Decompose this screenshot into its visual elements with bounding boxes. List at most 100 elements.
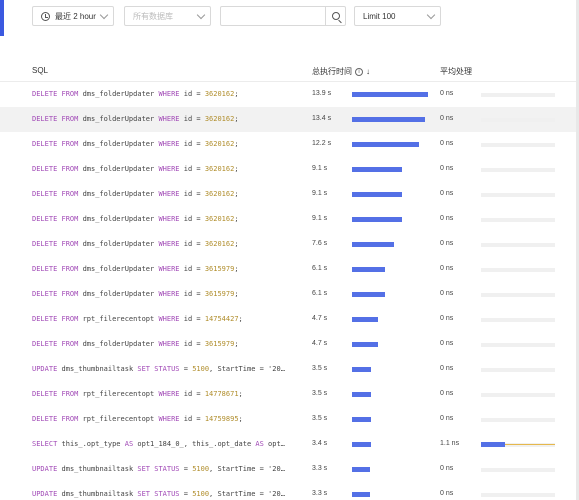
sql-keyword: DELETE FROM bbox=[32, 290, 79, 298]
sql-fragment: id = bbox=[179, 315, 205, 323]
total-time-value: 4.7 s bbox=[312, 340, 328, 347]
total-time-bar bbox=[352, 142, 419, 147]
sql-fragment: opt1_184_0_, this_.opt_date bbox=[133, 440, 256, 448]
sql-text[interactable]: DELETE FROM dms_folderUpdater WHERE id =… bbox=[32, 115, 304, 123]
table-row[interactable]: DELETE FROM dms_folderUpdater WHERE id =… bbox=[0, 257, 576, 282]
sql-text[interactable]: DELETE FROM dms_folderUpdater WHERE id =… bbox=[32, 240, 304, 248]
sql-keyword: WHERE bbox=[158, 115, 180, 123]
sql-text[interactable]: UPDATE dms_thumbnailtask SET STATUS = 51… bbox=[32, 490, 304, 498]
table-row[interactable]: DELETE FROM rpt_filerecentopt WHERE id =… bbox=[0, 407, 576, 432]
sql-text[interactable]: DELETE FROM dms_folderUpdater WHERE id =… bbox=[32, 340, 304, 348]
search-button[interactable] bbox=[325, 7, 345, 25]
sql-number: 5100 bbox=[192, 490, 210, 498]
column-header-total-time[interactable]: 总执行时间 i ↓ bbox=[312, 66, 370, 77]
total-time-bar bbox=[352, 317, 378, 322]
sql-text[interactable]: DELETE FROM rpt_filerecentopt WHERE id =… bbox=[32, 390, 304, 398]
time-range-select[interactable]: 最近 2 hour bbox=[32, 6, 114, 26]
sql-fragment: dms_folderUpdater bbox=[78, 265, 159, 273]
sql-keyword: WHERE bbox=[158, 265, 180, 273]
sql-fragment: = bbox=[179, 490, 193, 498]
sql-fragment: , StartTime = '20… bbox=[209, 465, 285, 473]
sql-keyword: WHERE bbox=[158, 315, 180, 323]
sql-number: 3620162 bbox=[204, 90, 235, 98]
sql-text[interactable]: DELETE FROM dms_folderUpdater WHERE id =… bbox=[32, 290, 304, 298]
sql-text[interactable]: DELETE FROM dms_folderUpdater WHERE id =… bbox=[32, 190, 304, 198]
database-select[interactable]: 所有数据库 bbox=[124, 6, 211, 26]
sql-keyword: DELETE FROM bbox=[32, 215, 79, 223]
sql-text[interactable]: DELETE FROM rpt_filerecentopt WHERE id =… bbox=[32, 315, 304, 323]
sql-keyword: WHERE bbox=[158, 140, 180, 148]
avg-process-value: 0 ns bbox=[440, 240, 454, 247]
sql-fragment: ; bbox=[234, 90, 239, 98]
search-input[interactable] bbox=[221, 7, 325, 25]
total-time-bar bbox=[352, 92, 428, 97]
sql-text[interactable]: DELETE FROM dms_folderUpdater WHERE id =… bbox=[32, 90, 304, 98]
table-row[interactable]: DELETE FROM dms_folderUpdater WHERE id =… bbox=[0, 182, 576, 207]
avg-process-range-line bbox=[505, 444, 555, 445]
sort-down-arrow-icon[interactable]: ↓ bbox=[366, 67, 370, 76]
sql-text[interactable]: DELETE FROM dms_folderUpdater WHERE id =… bbox=[32, 140, 304, 148]
sql-text[interactable]: SELECT this_.opt_type AS opt1_184_0_, th… bbox=[32, 440, 304, 448]
total-time-value: 13.9 s bbox=[312, 90, 332, 97]
sql-text[interactable]: DELETE FROM rpt_filerecentopt WHERE id =… bbox=[32, 415, 304, 423]
limit-label: Limit 100 bbox=[363, 11, 396, 21]
avg-process-value: 0 ns bbox=[440, 140, 454, 147]
sql-fragment: rpt_filerecentopt bbox=[78, 315, 159, 323]
table-row[interactable]: DELETE FROM rpt_filerecentopt WHERE id =… bbox=[0, 307, 576, 332]
sql-text[interactable]: DELETE FROM dms_folderUpdater WHERE id =… bbox=[32, 165, 304, 173]
sql-number: 3615979 bbox=[204, 265, 235, 273]
sql-number: 5100 bbox=[192, 465, 210, 473]
table-row[interactable]: DELETE FROM dms_folderUpdater WHERE id =… bbox=[0, 107, 576, 132]
sql-fragment: , StartTime = '20… bbox=[209, 490, 285, 498]
info-icon[interactable]: i bbox=[355, 67, 363, 76]
sql-keyword: WHERE bbox=[158, 215, 180, 223]
table-row[interactable]: UPDATE dms_thumbnailtask SET STATUS = 51… bbox=[0, 482, 576, 500]
sql-fragment: dms_folderUpdater bbox=[78, 340, 159, 348]
total-time-value: 9.1 s bbox=[312, 215, 328, 222]
sql-fragment: id = bbox=[179, 290, 205, 298]
table-row[interactable]: DELETE FROM dms_folderUpdater WHERE id =… bbox=[0, 82, 576, 107]
sql-number: 3620162 bbox=[204, 140, 235, 148]
sql-fragment: id = bbox=[179, 90, 205, 98]
limit-select[interactable]: Limit 100 bbox=[354, 6, 441, 26]
total-time-value: 3.3 s bbox=[312, 465, 328, 472]
sql-keyword: WHERE bbox=[158, 190, 180, 198]
search-field[interactable] bbox=[220, 6, 346, 26]
avg-process-value: 0 ns bbox=[440, 290, 454, 297]
sql-keyword: WHERE bbox=[158, 165, 180, 173]
avg-process-track bbox=[481, 93, 555, 97]
table-row[interactable]: UPDATE dms_thumbnailtask SET STATUS = 51… bbox=[0, 357, 576, 382]
sql-fragment: , StartTime = '20… bbox=[209, 365, 285, 373]
sql-keyword: SET STATUS bbox=[137, 365, 180, 373]
table-row[interactable]: DELETE FROM rpt_filerecentopt WHERE id =… bbox=[0, 382, 576, 407]
table-row[interactable]: DELETE FROM dms_folderUpdater WHERE id =… bbox=[0, 157, 576, 182]
sql-keyword: UPDATE bbox=[32, 490, 58, 498]
avg-process-value: 0 ns bbox=[440, 390, 454, 397]
avg-process-value: 0 ns bbox=[440, 215, 454, 222]
table-row[interactable]: SELECT this_.opt_type AS opt1_184_0_, th… bbox=[0, 432, 576, 457]
sql-text[interactable]: UPDATE dms_thumbnailtask SET STATUS = 51… bbox=[32, 365, 304, 373]
sql-fragment: this_.opt_type bbox=[57, 440, 125, 448]
sql-fragment: id = bbox=[179, 140, 205, 148]
total-time-value: 6.1 s bbox=[312, 290, 328, 297]
table-row[interactable]: DELETE FROM dms_folderUpdater WHERE id =… bbox=[0, 282, 576, 307]
table-row[interactable]: DELETE FROM dms_folderUpdater WHERE id =… bbox=[0, 232, 576, 257]
total-time-bar bbox=[352, 367, 371, 372]
sql-fragment: id = bbox=[179, 165, 205, 173]
scrollbar-track[interactable] bbox=[576, 0, 579, 500]
sql-keyword: DELETE FROM bbox=[32, 165, 79, 173]
total-time-value: 3.3 s bbox=[312, 490, 328, 497]
sql-fragment: ; bbox=[234, 240, 239, 248]
total-time-bar bbox=[352, 267, 385, 272]
database-placeholder: 所有数据库 bbox=[133, 11, 173, 21]
table-row[interactable]: UPDATE dms_thumbnailtask SET STATUS = 51… bbox=[0, 457, 576, 482]
table-row[interactable]: DELETE FROM dms_folderUpdater WHERE id =… bbox=[0, 132, 576, 157]
column-header-avg-process[interactable]: 平均处理 bbox=[440, 67, 472, 76]
sql-fragment: ; bbox=[234, 140, 239, 148]
table-row[interactable]: DELETE FROM dms_folderUpdater WHERE id =… bbox=[0, 332, 576, 357]
sql-text[interactable]: DELETE FROM dms_folderUpdater WHERE id =… bbox=[32, 265, 304, 273]
table-row[interactable]: DELETE FROM dms_folderUpdater WHERE id =… bbox=[0, 207, 576, 232]
sql-text[interactable]: DELETE FROM dms_folderUpdater WHERE id =… bbox=[32, 215, 304, 223]
avg-process-track bbox=[481, 293, 555, 297]
sql-text[interactable]: UPDATE dms_thumbnailtask SET STATUS = 51… bbox=[32, 465, 304, 473]
